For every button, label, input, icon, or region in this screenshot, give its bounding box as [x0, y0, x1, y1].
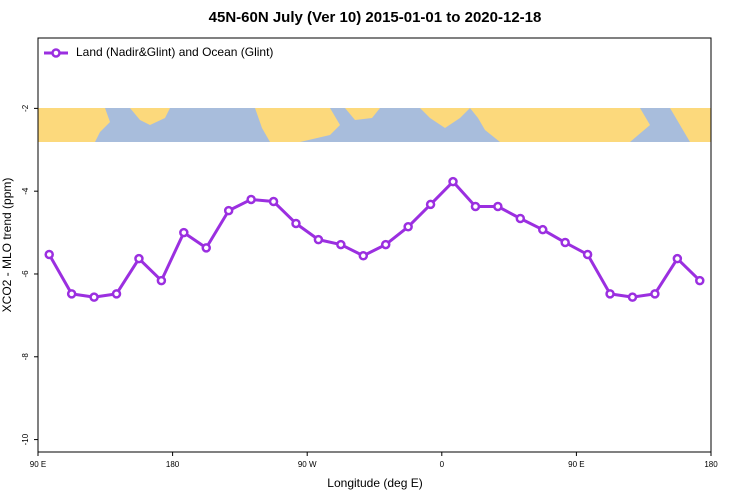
point	[223, 205, 234, 216]
point	[156, 275, 167, 286]
y-tick-label: -4	[21, 187, 30, 195]
point	[672, 253, 683, 264]
point	[313, 234, 324, 245]
y-tick-label: -6	[21, 270, 30, 278]
map-band	[38, 108, 711, 142]
point	[448, 176, 458, 187]
x-tick-label: 0	[440, 460, 445, 469]
point	[515, 213, 526, 224]
point	[493, 201, 503, 212]
point	[246, 194, 256, 205]
plot-frame	[37, 37, 712, 453]
point	[538, 224, 548, 235]
point	[358, 251, 369, 261]
point	[336, 239, 346, 250]
x-tick-label: 90 E	[568, 460, 584, 469]
chart-title: 45N-60N July (Ver 10) 2015-01-01 to 2020…	[209, 9, 542, 26]
point	[201, 243, 211, 253]
point	[111, 289, 122, 299]
x-tick-label: 180	[166, 460, 180, 469]
point	[605, 289, 615, 299]
point	[403, 222, 413, 232]
y-tick-label: -2	[21, 104, 30, 112]
point	[425, 199, 436, 210]
point	[134, 253, 144, 264]
point	[582, 249, 593, 260]
x-tick-label: 90 E	[30, 460, 46, 469]
y-tick-label: -8	[21, 353, 30, 361]
legend-label: Land (Nadir&Glint) and Ocean (Glint)	[76, 45, 273, 59]
point	[66, 289, 77, 299]
x-axis-label: Longitude (deg E)	[327, 476, 422, 490]
point	[380, 239, 391, 250]
point	[470, 201, 481, 212]
point	[89, 292, 99, 302]
point	[560, 237, 570, 248]
y-tick-label: -10	[21, 433, 30, 445]
legend-marker	[51, 48, 61, 58]
y-axis-label: XCO2 - MLO trend (ppm)	[0, 178, 14, 313]
point	[695, 275, 705, 286]
point	[650, 289, 660, 299]
point	[179, 227, 189, 238]
x-tick-label: 90 W	[298, 460, 317, 469]
series-line	[47, 180, 701, 299]
point	[291, 218, 301, 229]
point	[44, 249, 54, 260]
x-tick-label: 180	[704, 460, 718, 469]
point	[268, 196, 279, 207]
point	[627, 292, 638, 302]
